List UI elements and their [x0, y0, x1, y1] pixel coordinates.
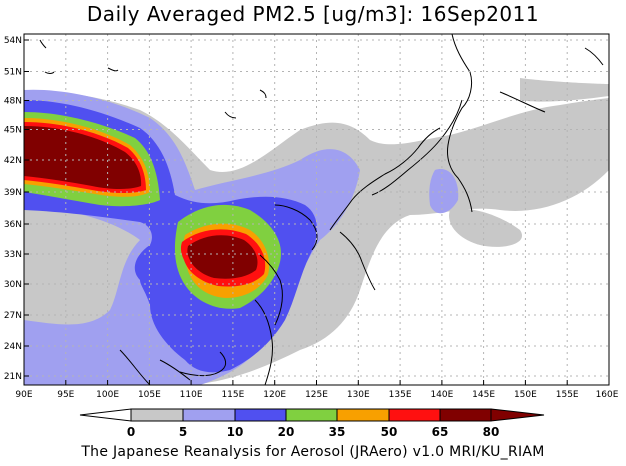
colorbar-label: 50	[381, 425, 398, 439]
colorbar-swatch	[182, 408, 236, 422]
lat-label: 27N	[4, 311, 22, 321]
colorbar-label: 80	[483, 425, 500, 439]
colorbar-label: 0	[127, 425, 135, 439]
colorbar-label: 20	[278, 425, 295, 439]
lat-label: 54N	[4, 36, 22, 46]
colorbar-labels: 0 5 10 20 35 50 65 80	[127, 425, 500, 439]
shade-10-20-japan	[429, 169, 459, 214]
lon-label: 160E	[596, 390, 619, 400]
lon-label: 155E	[556, 390, 579, 400]
lat-label: 48N	[4, 97, 22, 107]
lon-label: 90E	[15, 390, 32, 400]
lon-label: 130E	[347, 390, 370, 400]
map-title: Daily Averaged PM2.5 [ug/m3]: 16Sep2011	[86, 2, 540, 26]
colorbar-swatch	[439, 408, 492, 422]
lon-labels: 90E 95E 100E 105E 110E 115E 120E 125E 13…	[15, 390, 618, 400]
lat-label: 21N	[4, 372, 22, 382]
lon-label: 145E	[472, 390, 495, 400]
gridlines	[24, 34, 609, 385]
colorbar-swatch	[234, 408, 287, 422]
colorbar-swatch	[336, 408, 390, 422]
lon-label: 120E	[263, 390, 286, 400]
colorbar-label: 65	[432, 425, 449, 439]
lon-label: 110E	[180, 390, 203, 400]
lon-label: 150E	[514, 390, 537, 400]
shade-80plus-c	[187, 235, 258, 279]
lat-label: 42N	[4, 156, 22, 166]
shade-20-35-coast	[270, 213, 305, 238]
colorbar-cap-low	[79, 408, 132, 422]
lon-label: 95E	[57, 390, 74, 400]
lat-label: 33N	[4, 250, 22, 260]
lon-label: 140E	[430, 390, 453, 400]
lon-label: 135E	[389, 390, 412, 400]
lat-label: 24N	[4, 342, 22, 352]
colorbar-label: 5	[179, 425, 187, 439]
colorbar-swatch	[130, 408, 184, 422]
colorbar-swatch	[388, 408, 441, 422]
lon-label: 115E	[221, 390, 244, 400]
colorbar-label: 35	[329, 425, 346, 439]
lat-label: 51N	[4, 68, 22, 78]
lon-label: 105E	[138, 390, 161, 400]
coastlines	[39, 34, 604, 385]
shade-5-10-pacific	[449, 208, 522, 247]
lat-label: 36N	[4, 220, 22, 230]
tick-marks	[24, 39, 568, 385]
shade-5-10-ne	[520, 78, 609, 102]
colorbar-label: 10	[227, 425, 244, 439]
lon-label: 125E	[305, 390, 328, 400]
lat-label: 45N	[4, 126, 22, 136]
lat-labels: 54N 51N 48N 45N 42N 39N 36N 33N 30N 27N …	[4, 36, 22, 382]
colorbar	[79, 408, 545, 422]
colorbar-swatch	[285, 408, 338, 422]
footer-credit: The Japanese Reanalysis for Aerosol (JRA…	[81, 444, 545, 460]
lon-label: 100E	[96, 390, 119, 400]
lat-label: 39N	[4, 188, 22, 198]
lat-label: 30N	[4, 280, 22, 290]
colorbar-cap-high	[490, 408, 545, 422]
shade-80plus	[24, 126, 142, 189]
